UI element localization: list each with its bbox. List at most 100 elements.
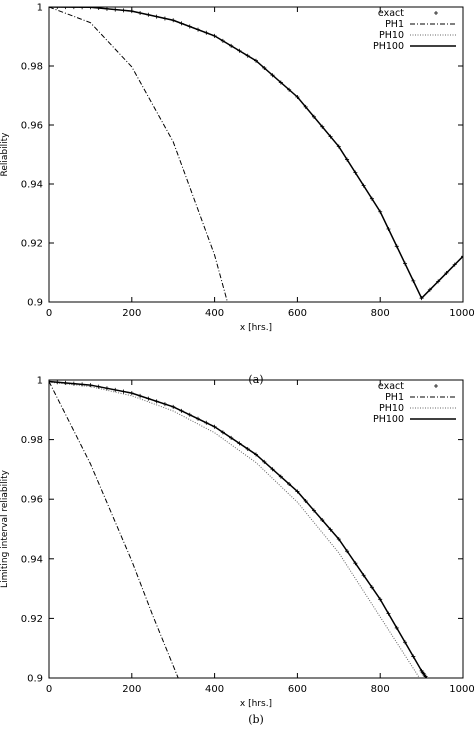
y-tick-label: 1 [37, 3, 43, 14]
series-exact-point [361, 573, 366, 578]
series-exact-point [345, 549, 350, 554]
x-tick-label: 600 [288, 684, 307, 695]
series-exact-point [303, 498, 308, 503]
series-exact-point [154, 14, 159, 19]
series-exact-point [262, 459, 267, 464]
y-tick-label: 0.96 [21, 121, 43, 132]
series-exact-point [204, 420, 209, 425]
panel-b: 0 200 400 600 800 1000 0.9 0.92 0.94 0.96 0.98 1 x [… [0, 376, 474, 727]
legend-label-ph100: PH100 [373, 414, 404, 425]
series-exact-point [121, 389, 126, 394]
series-exact-point [129, 391, 134, 396]
series-exact-point [411, 278, 416, 283]
series-exact-point [254, 58, 258, 63]
x-tick-label: 600 [288, 308, 307, 319]
series-exact-point [138, 393, 143, 398]
series-exact-point [336, 144, 341, 149]
series-exact-point [303, 104, 308, 109]
series-exact-point [345, 157, 350, 162]
series-exact-point [369, 585, 374, 590]
series-exact-point [278, 474, 283, 479]
series-exact-point [295, 94, 300, 99]
series-exact-point [49, 7, 51, 9]
series-exact-point [220, 430, 225, 435]
series-exact-point [270, 73, 275, 78]
series-exact-point [245, 53, 250, 58]
series-exact-point [320, 518, 325, 523]
series-exact-point [386, 611, 391, 616]
series-exact-point [104, 386, 109, 391]
series-exact-point [63, 7, 68, 10]
series-exact-point [254, 452, 258, 457]
series-exact-point [104, 7, 109, 11]
series-exact-point [212, 33, 217, 38]
series-exact-point [229, 43, 234, 48]
y-tick-label: 1 [37, 376, 43, 387]
series-exact-point [162, 16, 167, 21]
series-exact-point [113, 7, 118, 12]
series-exact-point [113, 387, 118, 392]
series-exact-point [212, 424, 217, 429]
series-exact-point [229, 435, 234, 440]
legend-swatch-exact [434, 11, 438, 15]
series-exact-point [138, 10, 143, 15]
x-tick-label: 1000 [449, 684, 474, 695]
series-exact-point [187, 412, 192, 417]
y-tick-label: 0.9 [27, 674, 43, 685]
series-exact-point [88, 383, 93, 388]
series-exact-point [452, 262, 457, 267]
series-exact-point [71, 381, 76, 386]
series-ph10-line [49, 381, 420, 678]
series-exact-point [353, 561, 358, 566]
series-exact-point [162, 402, 167, 407]
series-ph1-line [49, 381, 179, 678]
series-exact-point [196, 416, 201, 421]
series-exact-point [394, 244, 399, 249]
series-exact-point [328, 527, 333, 532]
y-tick-label: 0.94 [21, 180, 43, 191]
series-exact-point [154, 399, 159, 404]
series-exact-point [386, 227, 391, 232]
series-exact-point [96, 7, 101, 11]
series-exact-point [278, 80, 283, 85]
series-exact-point [55, 380, 60, 385]
y-tick-label: 0.94 [21, 554, 43, 565]
series-exact-point [328, 134, 333, 139]
y-tick-label: 0.92 [21, 239, 43, 250]
series-exact-point [419, 296, 424, 301]
series-exact-point [424, 676, 429, 678]
figure-caption: (b) [248, 713, 264, 726]
x-tick-label: 0 [46, 308, 52, 319]
series-exact-point [353, 170, 358, 175]
x-tick-label: 400 [205, 308, 224, 319]
series-exact-point [295, 489, 300, 494]
series-exact-point [245, 446, 250, 451]
series-exact-point [311, 114, 316, 119]
series-ph100-line [49, 380, 428, 678]
x-tick-label: 0 [46, 684, 52, 695]
series-exact-point [179, 408, 184, 413]
plot-frame [48, 6, 464, 303]
series-exact-point [394, 625, 399, 630]
series-exact-point [262, 65, 267, 70]
x-tick-label: 800 [371, 684, 390, 695]
x-tick-label: 200 [122, 308, 141, 319]
series-exact-point [80, 382, 85, 387]
series-exact-point [403, 640, 408, 645]
series-exact-point [378, 209, 383, 214]
y-tick-label: 0.98 [21, 435, 43, 446]
series-exact-point [171, 404, 176, 409]
legend-label-exact: exact [378, 8, 404, 19]
series-exact-point [121, 8, 126, 13]
series-ph1-line [49, 7, 228, 302]
series-exact-point [378, 597, 383, 602]
y-tick-label: 0.92 [21, 614, 43, 625]
series-exact-point [80, 7, 85, 10]
series-exact-point [270, 467, 275, 472]
series-exact-point [287, 87, 292, 92]
series-exact-point [55, 7, 60, 10]
series-exact-point [403, 261, 408, 266]
series-exact-point [461, 254, 463, 259]
legend-label-exact: exact [378, 381, 404, 392]
